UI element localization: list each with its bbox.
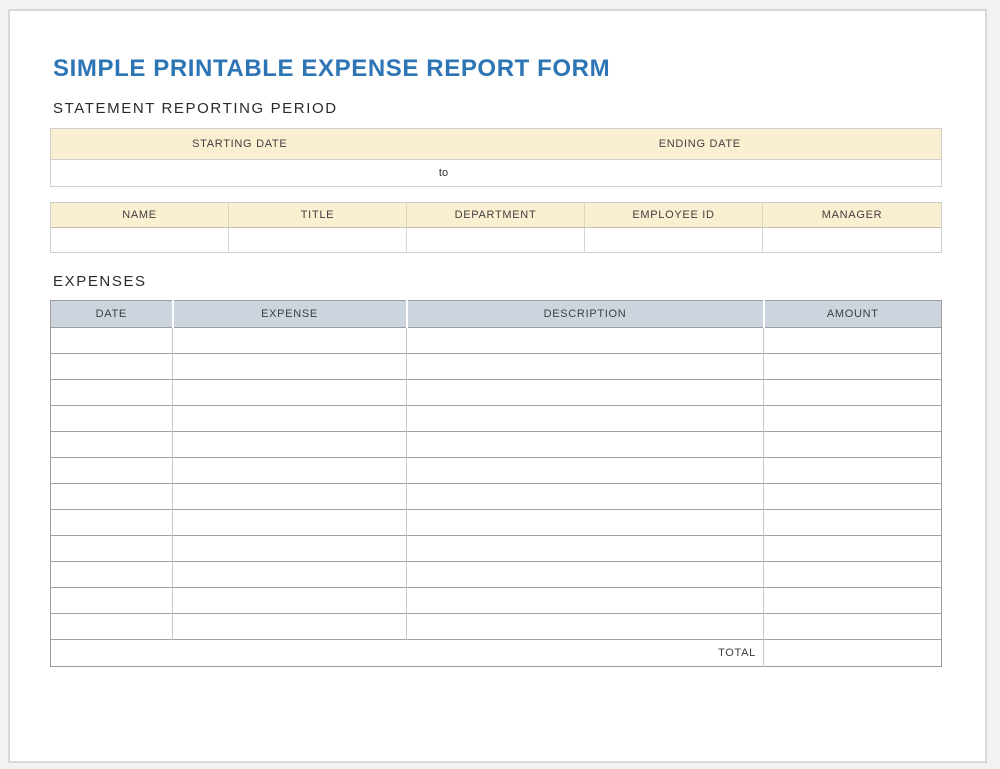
total-row: TOTAL — [50, 639, 942, 667]
expense-row — [50, 483, 942, 510]
expense-row — [50, 509, 942, 536]
date-separator-header — [428, 128, 459, 160]
expense-cell-expense[interactable] — [172, 379, 407, 406]
employee-id-field[interactable] — [584, 227, 763, 253]
reporting-period-value-row: to — [50, 159, 942, 187]
expense-cell-amount[interactable] — [763, 457, 942, 484]
expense-cell-amount[interactable] — [763, 535, 942, 562]
expense-cell-amount[interactable] — [763, 561, 942, 588]
page-title: SIMPLE PRINTABLE EXPENSE REPORT FORM — [53, 55, 611, 82]
expense-cell-expense[interactable] — [172, 613, 407, 640]
expense-cell-description[interactable] — [406, 561, 764, 588]
expense-row — [50, 353, 942, 380]
expense-row — [50, 561, 942, 588]
expense-row — [50, 405, 942, 432]
expense-cell-date[interactable] — [50, 613, 173, 640]
expense-cell-expense[interactable] — [172, 327, 407, 354]
expense-cell-description[interactable] — [406, 379, 764, 406]
expense-cell-amount[interactable] — [763, 431, 942, 458]
expense-cell-description[interactable] — [406, 457, 764, 484]
reporting-period-header-row: STARTING DATE ENDING DATE — [50, 128, 942, 160]
expenses-table: DATE EXPENSE DESCRIPTION AMOUNT TOTAL — [50, 300, 942, 667]
department-field[interactable] — [406, 227, 585, 253]
expense-cell-description[interactable] — [406, 535, 764, 562]
employee-info-header-row: NAME TITLE DEPARTMENT EMPLOYEE ID MANAGE… — [50, 202, 942, 228]
date-separator-label: to — [428, 159, 459, 187]
expense-cell-date[interactable] — [50, 353, 173, 380]
expense-cell-expense[interactable] — [172, 509, 407, 536]
name-field[interactable] — [50, 227, 229, 253]
expense-cell-description[interactable] — [406, 431, 764, 458]
expense-cell-date[interactable] — [50, 587, 173, 614]
expense-cell-description[interactable] — [406, 405, 764, 432]
expense-cell-amount[interactable] — [763, 483, 942, 510]
expense-cell-date[interactable] — [50, 509, 173, 536]
starting-date-header: STARTING DATE — [50, 128, 429, 160]
expense-cell-date[interactable] — [50, 483, 173, 510]
ending-date-field[interactable] — [458, 159, 942, 187]
title-header: TITLE — [228, 202, 407, 228]
expense-cell-description[interactable] — [406, 327, 764, 354]
expense-row — [50, 457, 942, 484]
expense-cell-date[interactable] — [50, 327, 173, 354]
description-header: DESCRIPTION — [406, 300, 765, 328]
expense-row — [50, 327, 942, 354]
employee-info-table: NAME TITLE DEPARTMENT EMPLOYEE ID MANAGE… — [50, 202, 942, 253]
expense-cell-description[interactable] — [406, 483, 764, 510]
starting-date-field[interactable] — [50, 159, 429, 187]
expense-cell-description[interactable] — [406, 587, 764, 614]
expense-cell-date[interactable] — [50, 405, 173, 432]
expense-row — [50, 613, 942, 640]
expense-cell-expense[interactable] — [172, 561, 407, 588]
expense-cell-expense[interactable] — [172, 535, 407, 562]
name-header: NAME — [50, 202, 229, 228]
expense-rows — [50, 327, 942, 640]
expense-cell-description[interactable] — [406, 613, 764, 640]
expense-row — [50, 535, 942, 562]
expense-cell-expense[interactable] — [172, 431, 407, 458]
expense-cell-expense[interactable] — [172, 587, 407, 614]
expense-cell-expense[interactable] — [172, 483, 407, 510]
amount-header: AMOUNT — [763, 300, 942, 328]
expense-row — [50, 379, 942, 406]
expense-cell-date[interactable] — [50, 431, 173, 458]
expense-cell-amount[interactable] — [763, 327, 942, 354]
expense-cell-date[interactable] — [50, 535, 173, 562]
expense-cell-expense[interactable] — [172, 405, 407, 432]
expense-cell-amount[interactable] — [763, 509, 942, 536]
expense-cell-date[interactable] — [50, 457, 173, 484]
expense-cell-amount[interactable] — [763, 587, 942, 614]
expense-cell-date[interactable] — [50, 379, 173, 406]
expense-cell-description[interactable] — [406, 353, 764, 380]
reporting-period-table: STARTING DATE ENDING DATE to — [50, 128, 942, 187]
form-page: SIMPLE PRINTABLE EXPENSE REPORT FORM STA… — [8, 9, 987, 763]
employee-id-header: EMPLOYEE ID — [584, 202, 763, 228]
expenses-header-row: DATE EXPENSE DESCRIPTION AMOUNT — [50, 300, 942, 328]
expense-cell-description[interactable] — [406, 509, 764, 536]
expense-cell-expense[interactable] — [172, 353, 407, 380]
expenses-heading: EXPENSES — [53, 273, 147, 290]
total-label: TOTAL — [50, 639, 764, 667]
employee-info-value-row — [50, 227, 942, 253]
expense-cell-expense[interactable] — [172, 457, 407, 484]
expense-cell-amount[interactable] — [763, 379, 942, 406]
date-header: DATE — [50, 300, 174, 328]
manager-header: MANAGER — [762, 202, 942, 228]
expense-row — [50, 587, 942, 614]
department-header: DEPARTMENT — [406, 202, 585, 228]
expense-row — [50, 431, 942, 458]
total-amount-field[interactable] — [763, 639, 942, 667]
reporting-period-heading: STATEMENT REPORTING PERIOD — [53, 100, 338, 117]
title-field[interactable] — [228, 227, 407, 253]
expense-cell-amount[interactable] — [763, 405, 942, 432]
ending-date-header: ENDING DATE — [458, 128, 942, 160]
expense-cell-amount[interactable] — [763, 353, 942, 380]
expense-header: EXPENSE — [172, 300, 408, 328]
expense-cell-amount[interactable] — [763, 613, 942, 640]
expense-cell-date[interactable] — [50, 561, 173, 588]
manager-field[interactable] — [762, 227, 942, 253]
